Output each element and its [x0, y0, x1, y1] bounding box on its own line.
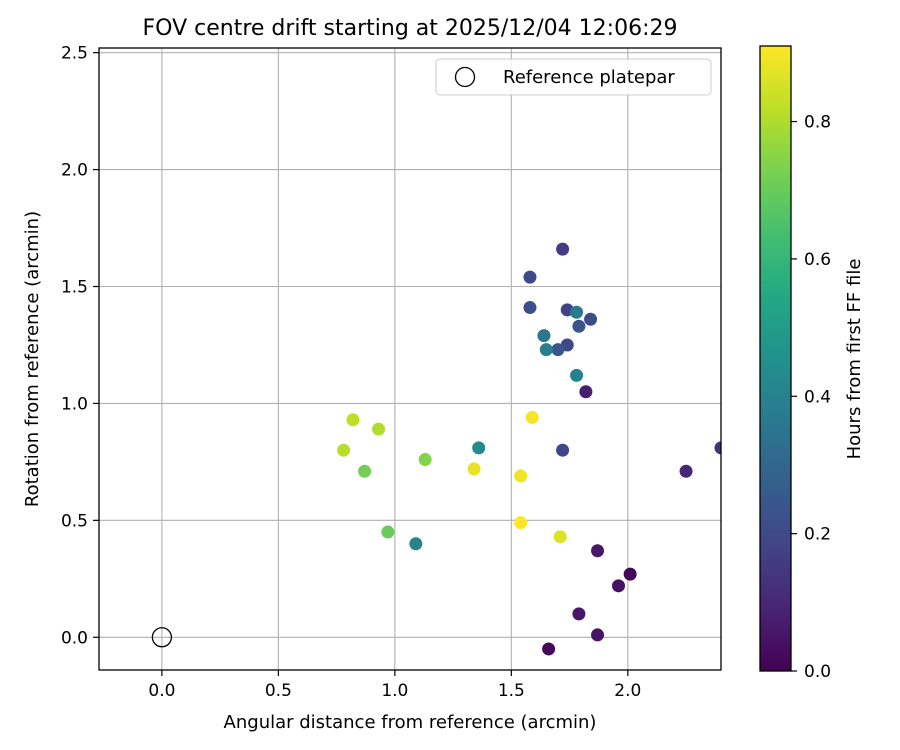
chart-title: FOV centre drift starting at 2025/12/04 … [143, 16, 678, 41]
data-point [358, 464, 372, 478]
data-point [539, 343, 553, 357]
data-point [523, 301, 537, 315]
colorbar: 0.0 0.2 0.4 0.6 0.8 Hours from first FF file [759, 45, 865, 682]
legend-reference-marker [454, 66, 476, 88]
x-tick-label: 0.5 [265, 681, 292, 701]
y-tick-label: 2.0 [61, 161, 88, 181]
plot-frame [98, 47, 722, 671]
y-tick-label: 0.0 [61, 628, 88, 648]
data-point [714, 441, 721, 455]
colorbar-label: Hours from first FF file [844, 259, 865, 460]
y-axis: 0.0 0.5 1.0 1.5 2.0 2.5 [61, 44, 99, 648]
data-point [584, 312, 598, 326]
y-axis-label: Rotation from reference (arcmin) [22, 211, 43, 507]
y-tick-label: 0.5 [61, 511, 88, 531]
data-point [514, 516, 528, 530]
x-tick-label: 1.5 [498, 681, 525, 701]
data-point [553, 530, 567, 544]
x-tick-label: 1.0 [381, 681, 408, 701]
grid [99, 48, 721, 670]
data-point [570, 305, 584, 319]
data-point [372, 422, 386, 436]
x-tick-label: 0.0 [148, 681, 175, 701]
data-point [525, 410, 539, 424]
colorbar-ticks: 0.0 0.2 0.4 0.6 0.8 [791, 113, 831, 682]
data-point [523, 270, 537, 284]
legend-box [435, 58, 712, 96]
data-point [409, 537, 423, 551]
data-point [346, 413, 360, 427]
x-tick-label: 2.0 [614, 681, 641, 701]
legend: Reference platepar [435, 58, 712, 96]
data-point [467, 462, 481, 476]
colorbar-tick-label: 0.2 [804, 525, 831, 545]
y-tick-label: 1.5 [61, 278, 88, 298]
colorbar-tick-label: 0.6 [804, 250, 831, 270]
data-point [591, 628, 605, 642]
data-point [556, 242, 570, 256]
colorbar-tick-label: 0.4 [804, 387, 831, 407]
colorbar-tick-label: 0.8 [804, 113, 831, 133]
data-point [572, 319, 586, 333]
data-point [542, 642, 556, 656]
data-point [537, 329, 551, 343]
data-point [679, 464, 693, 478]
data-point [551, 343, 565, 357]
data-point [381, 525, 395, 539]
data-point [611, 579, 625, 593]
data-point [572, 607, 586, 621]
scatter-points [337, 242, 721, 656]
reference-platepar-marker [151, 627, 173, 648]
colorbar-gradient [759, 45, 792, 672]
data-point [579, 385, 593, 399]
data-point [591, 544, 605, 558]
x-axis: 0.0 0.5 1.0 1.5 2.0 [148, 670, 641, 701]
data-point [514, 469, 528, 483]
data-point [623, 567, 637, 581]
y-tick-label: 2.5 [61, 44, 88, 64]
legend-label: Reference platepar [503, 67, 675, 88]
data-point [472, 441, 486, 455]
data-point [556, 443, 570, 457]
data-point [337, 443, 351, 457]
colorbar-tick-label: 0.0 [804, 662, 831, 682]
y-tick-label: 1.0 [61, 394, 88, 414]
data-point [418, 453, 432, 467]
data-point [570, 368, 584, 382]
x-axis-label: Angular distance from reference (arcmin) [224, 712, 597, 733]
